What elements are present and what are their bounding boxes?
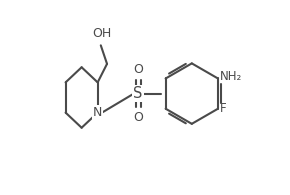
Text: OH: OH xyxy=(92,27,111,41)
Text: F: F xyxy=(220,102,227,115)
Text: NH₂: NH₂ xyxy=(220,70,242,83)
Text: N: N xyxy=(93,106,102,119)
Text: O: O xyxy=(133,111,143,124)
Text: S: S xyxy=(133,86,143,101)
Text: O: O xyxy=(133,63,143,76)
